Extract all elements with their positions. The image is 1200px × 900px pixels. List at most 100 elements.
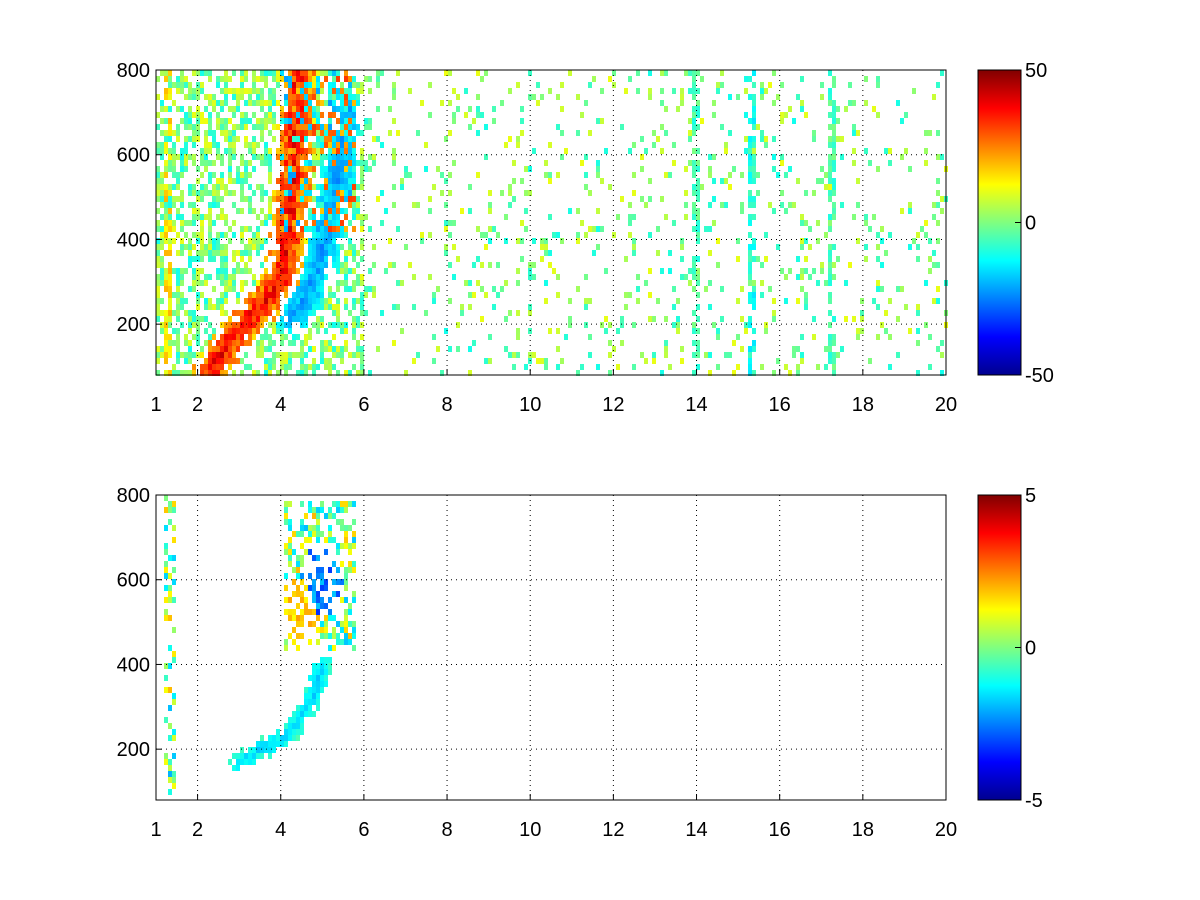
top-heatmap-cell: [760, 364, 764, 370]
top-heatmap-cell: [220, 268, 224, 274]
bottom-heatmap-cell: [332, 579, 336, 585]
top-heatmap-cell: [212, 106, 216, 112]
top-heatmap-cell: [252, 322, 256, 328]
top-heatmap-cell: [288, 100, 292, 106]
top-heatmap-cell: [844, 316, 848, 322]
top-heatmap-cell: [832, 334, 836, 340]
bottom-heatmap-cell: [168, 735, 172, 741]
top-heatmap-cell: [476, 106, 480, 112]
top-heatmap-cell: [336, 250, 340, 256]
bottom-heatmap-cell: [332, 633, 336, 639]
top-heatmap-cell: [332, 190, 336, 196]
top-heatmap-cell: [784, 208, 788, 214]
bottom-heatmap-cell: [296, 705, 300, 711]
top-heatmap-cell: [360, 166, 364, 172]
bottom-heatmap-cell: [312, 597, 316, 603]
top-heatmap-cell: [248, 244, 252, 250]
top-heatmap-cell: [772, 166, 776, 172]
top-heatmap-cell: [752, 280, 756, 286]
top-heatmap-cell: [676, 322, 680, 328]
top-heatmap-cell: [468, 346, 472, 352]
top-heatmap-cell: [764, 328, 768, 334]
top-heatmap-cell: [476, 112, 480, 118]
bottom-heatmap-cell: [328, 609, 332, 615]
top-heatmap-cell: [212, 160, 216, 166]
top-heatmap-cell: [232, 334, 236, 340]
top-heatmap-cell: [336, 142, 340, 148]
top-heatmap-cell: [300, 370, 304, 376]
top-heatmap-cell: [548, 88, 552, 94]
top-heatmap-cell: [256, 184, 260, 190]
top-heatmap-cell: [260, 310, 264, 316]
top-heatmap-cell: [320, 268, 324, 274]
top-heatmap-cell: [756, 256, 760, 262]
bottom-heatmap-cell: [340, 519, 344, 525]
top-heatmap-cell: [236, 292, 240, 298]
top-heatmap-cell: [280, 220, 284, 226]
top-heatmap-cell: [208, 130, 212, 136]
top-heatmap-cell: [332, 184, 336, 190]
top-heatmap-cell: [724, 352, 728, 358]
top-heatmap-cell: [580, 220, 584, 226]
top-heatmap-cell: [764, 322, 768, 328]
top-heatmap-cell: [828, 244, 832, 250]
top-heatmap-cell: [744, 136, 748, 142]
top-heatmap-cell: [304, 112, 308, 118]
top-heatmap-cell: [456, 256, 460, 262]
top-heatmap-cell: [256, 340, 260, 346]
top-heatmap-cell: [224, 346, 228, 352]
top-heatmap-cell: [276, 328, 280, 334]
top-heatmap-cell: [292, 220, 296, 226]
top-heatmap-cell: [208, 76, 212, 82]
top-heatmap-cell: [204, 70, 208, 76]
bottom-heatmap-cell: [324, 537, 328, 543]
top-heatmap-cell: [368, 76, 372, 82]
top-heatmap-cell: [832, 130, 836, 136]
top-heatmap-cell: [828, 346, 832, 352]
top-heatmap-cell: [284, 220, 288, 226]
top-heatmap-cell: [296, 82, 300, 88]
top-heatmap-cell: [276, 262, 280, 268]
top-heatmap-cell: [324, 172, 328, 178]
bottom-heatmap-cell: [300, 717, 304, 723]
top-heatmap-cell: [156, 148, 160, 154]
top-heatmap-cell: [392, 184, 396, 190]
top-heatmap-cell: [268, 250, 272, 256]
top-heatmap-cell: [552, 268, 556, 274]
top-heatmap-cell: [300, 244, 304, 250]
top-heatmap-cell: [328, 358, 332, 364]
top-heatmap-cell: [188, 286, 192, 292]
top-heatmap-cell: [220, 184, 224, 190]
top-heatmap-cell: [828, 112, 832, 118]
top-heatmap-cell: [236, 250, 240, 256]
top-heatmap-cell: [776, 172, 780, 178]
bottom-heatmap-cell: [344, 537, 348, 543]
top-heatmap-cell: [172, 142, 176, 148]
bottom-colorbar-tick-label: 0: [1025, 638, 1036, 660]
top-heatmap-cell: [372, 262, 376, 268]
top-heatmap-cell: [876, 112, 880, 118]
top-heatmap-cell: [288, 214, 292, 220]
top-heatmap-cell: [320, 166, 324, 172]
top-heatmap-cell: [584, 274, 588, 280]
top-heatmap-cell: [684, 274, 688, 280]
top-heatmap-cell: [936, 130, 940, 136]
top-heatmap-cell: [176, 358, 180, 364]
top-heatmap-cell: [200, 70, 204, 76]
top-heatmap-cell: [860, 310, 864, 316]
top-heatmap-cell: [664, 214, 668, 220]
top-heatmap-cell: [244, 280, 248, 286]
top-heatmap-cell: [740, 202, 744, 208]
top-heatmap-cell: [320, 148, 324, 154]
bottom-heatmap-cell: [320, 507, 324, 513]
top-heatmap-cell: [356, 124, 360, 130]
top-heatmap-cell: [180, 70, 184, 76]
top-heatmap-cell: [164, 184, 168, 190]
top-heatmap-cell: [172, 172, 176, 178]
top-heatmap-cell: [316, 160, 320, 166]
top-heatmap-cell: [348, 88, 352, 94]
bottom-heatmap-cell: [316, 531, 320, 537]
top-heatmap-cell: [796, 364, 800, 370]
top-heatmap-cell: [488, 358, 492, 364]
top-heatmap-cell: [668, 364, 672, 370]
